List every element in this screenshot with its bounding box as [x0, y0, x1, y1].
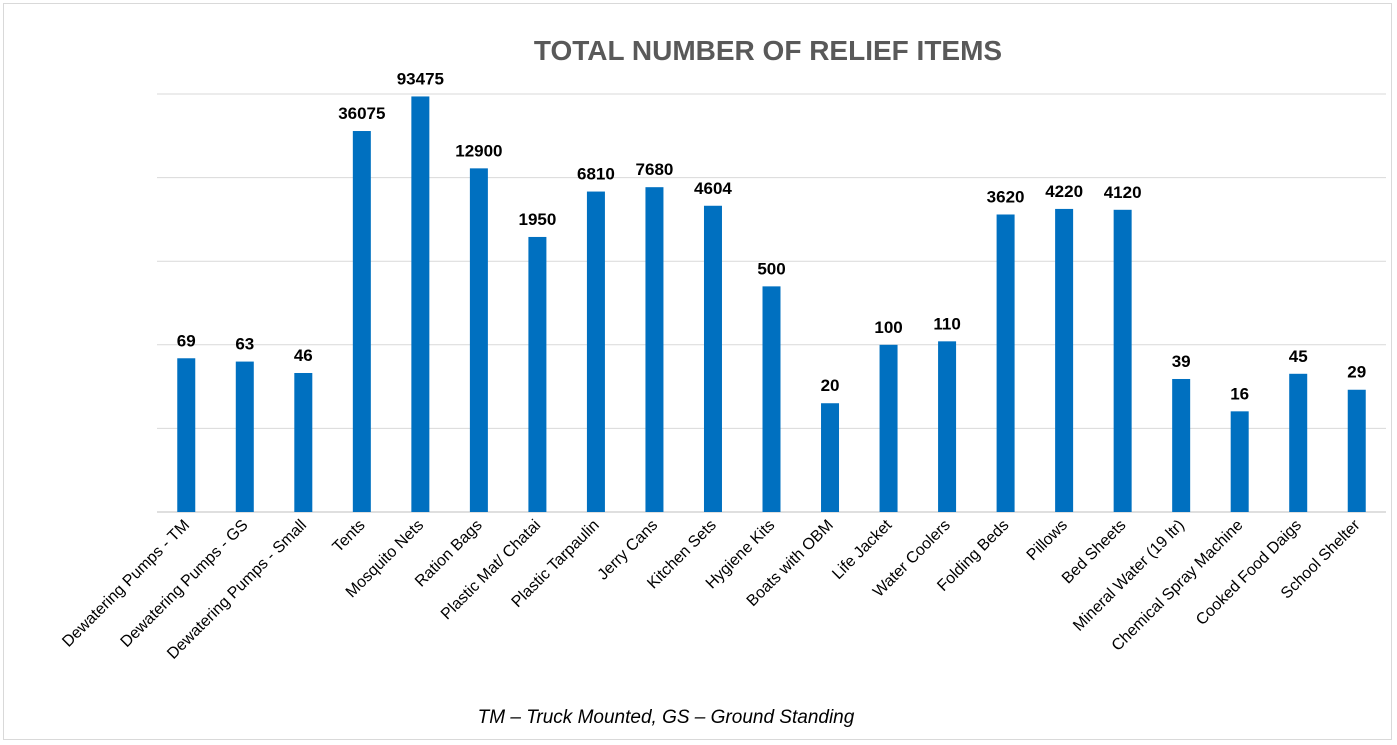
bar	[1289, 373, 1308, 512]
bar	[645, 187, 664, 512]
value-label: 69	[177, 331, 196, 350]
bar	[1347, 389, 1366, 512]
abbreviation-note: TM – Truck Mounted, GS – Ground Standing	[478, 707, 855, 728]
bar	[411, 96, 430, 512]
value-label: 4220	[1045, 182, 1083, 201]
bar	[703, 205, 722, 512]
bar	[1172, 378, 1191, 512]
value-label: 4604	[694, 179, 732, 198]
value-label: 36075	[338, 104, 385, 123]
bar	[996, 214, 1015, 513]
value-label: 20	[821, 376, 840, 395]
value-label: 12900	[455, 141, 502, 160]
value-label: 100	[874, 318, 902, 337]
value-label: 46	[294, 346, 313, 365]
bar	[528, 236, 547, 512]
value-label: 500	[757, 259, 785, 278]
value-label: 93475	[397, 69, 444, 88]
category-label: Cooked Food Daigs	[1193, 517, 1305, 629]
bar	[586, 191, 605, 513]
category-label: Plastic Mat/ Chatai	[438, 517, 544, 623]
value-label: 16	[1230, 384, 1249, 403]
value-label: 6810	[577, 165, 615, 184]
bar	[177, 358, 196, 512]
bar	[879, 344, 898, 512]
category-label: Pillows	[1024, 517, 1071, 564]
bar	[762, 286, 781, 512]
bar	[938, 341, 957, 512]
value-label: 45	[1289, 347, 1308, 366]
chart-frame: 69 63 46 36075 93475 12900 1950 6810 7680 4604 500…	[3, 3, 1392, 740]
value-labels: 69 63 46 36075 93475 12900 1950 6810 7680 4604 500…	[177, 69, 1366, 403]
bar	[1055, 208, 1074, 512]
bar	[821, 403, 840, 512]
category-label: Mineral Water (19 ltr)	[1070, 517, 1188, 635]
bar	[235, 361, 254, 512]
category-label: Tents	[330, 517, 369, 556]
bar	[352, 131, 371, 512]
value-label: 110	[933, 314, 960, 333]
bars	[177, 96, 1366, 513]
value-label: 39	[1172, 352, 1191, 371]
bar	[1230, 411, 1249, 512]
bar	[294, 372, 313, 512]
value-label: 1950	[518, 210, 556, 229]
bar	[1113, 209, 1132, 512]
value-label: 4120	[1104, 183, 1142, 202]
chart-title: TOTAL NUMBER OF RELIEF ITEMS	[534, 35, 1002, 66]
value-label: 63	[235, 335, 254, 354]
value-label: 29	[1347, 363, 1366, 382]
value-label: 7680	[636, 160, 674, 179]
value-label: 3620	[987, 187, 1025, 206]
relief-items-bar-chart: 69 63 46 36075 93475 12900 1950 6810 7680 4604 500…	[59, 35, 1386, 728]
bar	[469, 168, 488, 512]
